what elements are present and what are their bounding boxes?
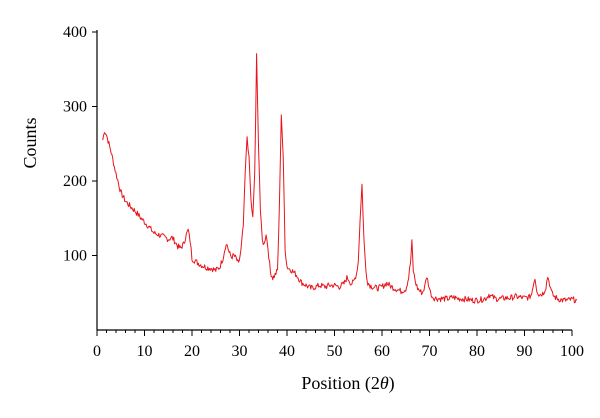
y-tick-label: 100 — [63, 248, 87, 265]
y-tick-label: 200 — [63, 173, 87, 190]
x-axis-title: Position (2θ) — [301, 373, 394, 394]
x-tick-label: 70 — [422, 343, 438, 360]
series-layer — [102, 53, 578, 304]
x-tick-label: 90 — [517, 343, 533, 360]
y-axis-title: Counts — [20, 117, 40, 168]
series-line — [102, 53, 578, 304]
y-tick-label: 400 — [63, 24, 87, 41]
y-tick-label: 300 — [63, 99, 87, 116]
x-tick-label: 10 — [137, 343, 153, 360]
y-ticks: 100 200 300 400 — [63, 24, 97, 265]
x-tick-label: 50 — [327, 343, 343, 360]
x-tick-label: 0 — [93, 343, 101, 360]
x-tick-label: 30 — [232, 343, 248, 360]
x-tick-label: 80 — [469, 343, 485, 360]
x-tick-label: 20 — [184, 343, 200, 360]
x-tick-label: 40 — [279, 343, 295, 360]
x-tick-label: 60 — [374, 343, 390, 360]
x-ticks: 0 10 20 30 40 50 60 70 80 90 100 — [93, 330, 584, 360]
x-tick-label: 100 — [560, 343, 584, 360]
